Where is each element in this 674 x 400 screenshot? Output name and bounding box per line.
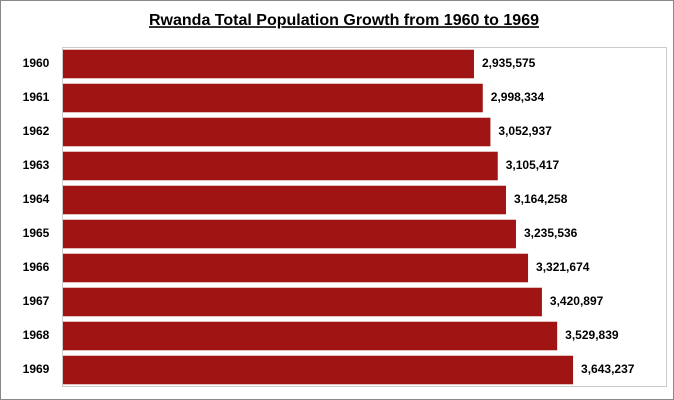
- data-label: 3,052,937: [498, 124, 552, 138]
- y-tick-label: 1964: [23, 192, 50, 206]
- plot-area: [62, 47, 667, 387]
- bar: [63, 219, 516, 249]
- bar: [63, 49, 474, 79]
- data-label: 3,321,674: [536, 260, 590, 274]
- y-tick-label: 1962: [23, 124, 50, 138]
- y-tick-label: 1963: [23, 158, 50, 172]
- data-label: 3,420,897: [550, 294, 604, 308]
- data-label: 3,643,237: [581, 362, 635, 376]
- data-label: 3,529,839: [565, 328, 619, 342]
- data-label: 3,164,258: [514, 192, 568, 206]
- y-tick-label: 1969: [23, 362, 50, 376]
- y-tick-label: 1967: [23, 294, 50, 308]
- bar: [63, 287, 542, 317]
- y-tick-label: 1966: [23, 260, 50, 274]
- bar: [63, 355, 574, 385]
- y-tick-label: 1965: [23, 226, 50, 240]
- bar: [63, 117, 491, 147]
- data-label: 3,235,536: [524, 226, 578, 240]
- bar: [63, 151, 498, 181]
- bar: [63, 83, 483, 113]
- bar: [63, 321, 558, 351]
- bar: [63, 185, 506, 215]
- y-tick-label: 1960: [23, 56, 50, 70]
- y-tick-label: 1968: [23, 328, 50, 342]
- data-label: 2,935,575: [482, 56, 536, 70]
- bar: [63, 253, 529, 283]
- chart-title: Rwanda Total Population Growth from 1960…: [149, 12, 539, 29]
- data-label: 3,105,417: [506, 158, 560, 172]
- y-tick-label: 1961: [23, 90, 50, 104]
- data-label: 2,998,334: [491, 90, 545, 104]
